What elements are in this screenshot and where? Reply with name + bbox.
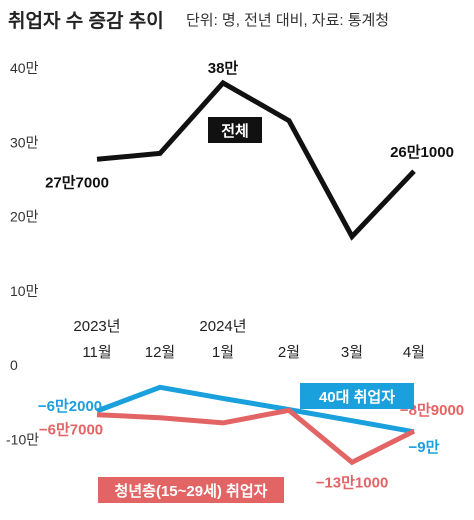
data-labels: 27만7000 38만 26만1000 −6만2000 −9만 −6만7000 −13만10… [38,60,464,491]
data-label: 38만 [208,60,239,77]
chart-title: 취업자 수 증감 추이 [8,11,164,32]
x-tick-label: 4월 [403,344,425,361]
data-label: −9만 [409,439,440,456]
x-tick-label: 11월 [82,344,111,361]
x-year-label: 2023년 [73,318,120,335]
y-tick-label: 20만 [10,209,39,225]
y-tick-label: 30만 [10,134,39,150]
series-name-box [208,117,262,143]
unit-note: 단위: 명, 전년 대비, 자료: 통계청 [186,12,390,29]
data-label: 27만7000 [45,174,109,191]
data-label: −8만9000 [400,402,464,419]
y-tick-label: 40만 [10,60,39,76]
series-name-box [300,383,414,409]
series-name-label: 전체 [221,123,249,140]
y-tick-label: -10만 [6,431,39,447]
x-tick-label: 3월 [341,344,363,361]
y-tick-label: 0 [10,357,18,373]
series-name-label: 청년층(15~29세) 취업자 [115,483,268,500]
x-axis: 11월 12월 1월 2월 3월 4월 2023년 2024년 [73,318,425,361]
series-line-0 [96,79,416,241]
x-year-label: 2024년 [199,318,246,335]
data-label: −6만2000 [38,398,102,415]
series-lines [96,79,416,466]
data-label: −6만7000 [39,422,103,439]
data-label: 26만1000 [390,144,454,161]
data-label: −13만1000 [316,474,389,491]
x-tick-label: 1월 [212,344,234,361]
series-line-1 [96,384,415,435]
y-tick-label: 10만 [10,283,39,299]
x-tick-label: 2월 [278,344,300,361]
series-name-label: 40대 취업자 [319,389,395,406]
y-axis: 40만 30만 20만 10만 0 -10만 [6,60,39,447]
series-line-2 [96,407,416,466]
series-name-box [98,477,284,503]
x-tick-label: 12월 [145,344,176,361]
